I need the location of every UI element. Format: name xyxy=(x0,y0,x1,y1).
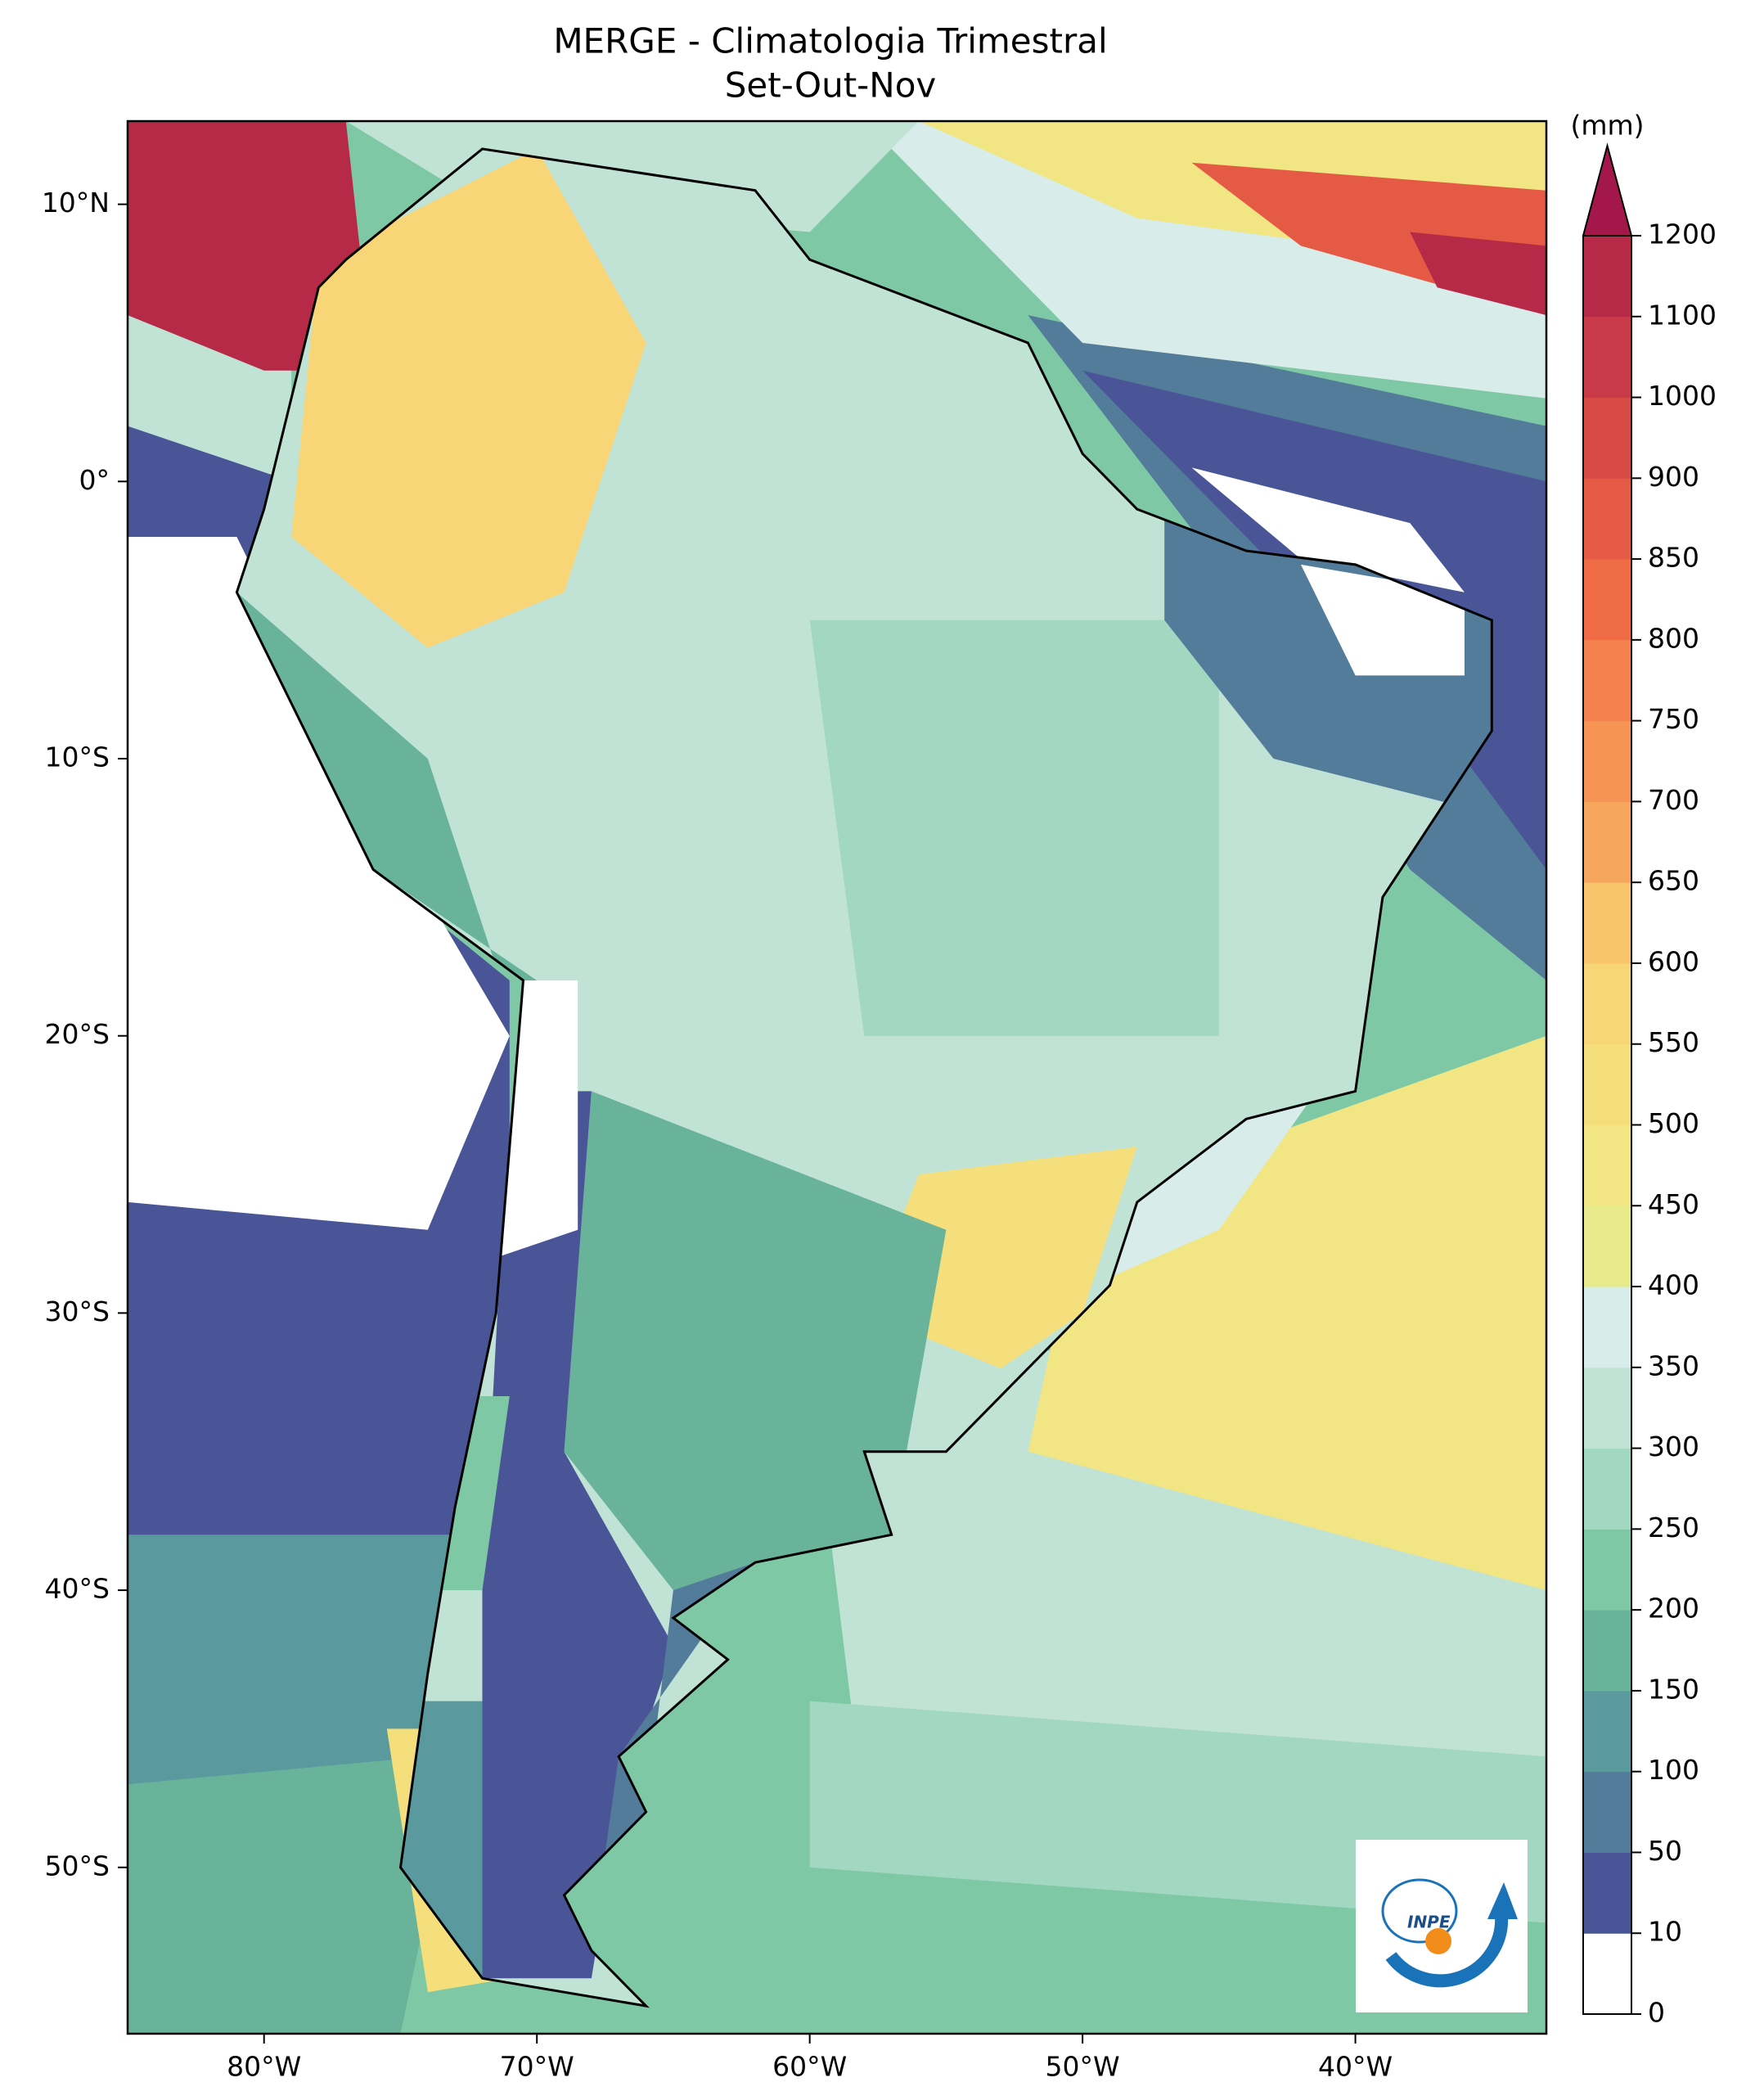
x-tick-label: 80°W xyxy=(227,2051,301,2083)
colorbar-tick-label: 100 xyxy=(1648,1754,1699,1786)
colorbar-tick-label: 500 xyxy=(1648,1107,1699,1139)
ocean-region xyxy=(128,1479,483,1785)
colorbar-tick-label: 250 xyxy=(1648,1512,1699,1543)
colorbar-tick-label: 1200 xyxy=(1648,219,1717,250)
y-tick-label: 0° xyxy=(79,464,110,496)
colorbar-tick-label: 650 xyxy=(1648,865,1699,897)
colorbar-segment xyxy=(1583,1529,1631,1611)
colorbar-segment xyxy=(1583,478,1631,560)
land-region xyxy=(236,592,538,1092)
colorbar-tick-label: 600 xyxy=(1648,945,1699,977)
logo-text: INPE xyxy=(1407,1913,1451,1932)
colorbar-tick-label: 0 xyxy=(1648,1997,1665,2029)
colorbar-segment xyxy=(1583,1610,1631,1692)
colorbar-tick-label: 1100 xyxy=(1648,299,1717,331)
ocean-region xyxy=(1191,467,1465,593)
logo-orbit xyxy=(1381,1878,1458,1944)
colorbar-tick-label: 550 xyxy=(1648,1026,1699,1058)
colorbar-extension xyxy=(1582,142,1633,237)
ocean-region xyxy=(1082,370,1546,870)
y-tick-label: 50°S xyxy=(45,1850,110,1881)
colorbar-segment xyxy=(1583,1367,1631,1449)
colorbar-segment xyxy=(1583,1205,1631,1287)
logo: INPE xyxy=(1356,1840,1528,2012)
land-region xyxy=(291,148,646,648)
x-tick-label: 60°W xyxy=(772,2051,847,2083)
y-tick-label: 30°S xyxy=(45,1296,110,1327)
x-tick-label: 50°W xyxy=(1046,2051,1120,2083)
logo-arrow xyxy=(1487,1882,1518,1919)
land-region xyxy=(564,1091,947,1591)
colorbar-tick-label: 900 xyxy=(1648,461,1699,493)
colorbar-tick-label: 800 xyxy=(1648,622,1699,654)
colorbar-tick-label: 850 xyxy=(1648,542,1699,574)
colorbar-segment xyxy=(1583,1287,1631,1368)
colorbar-segment xyxy=(1583,1448,1631,1530)
colorbar-segment xyxy=(1583,1124,1631,1206)
colorbar-segment xyxy=(1583,559,1631,641)
colorbar-segment xyxy=(1583,1852,1631,1934)
colorbar-segment xyxy=(1583,1933,1631,2015)
colorbar-segment xyxy=(1583,1690,1631,1773)
colorbar-tick-label: 150 xyxy=(1648,1673,1699,1705)
y-tick-label: 10°S xyxy=(45,741,110,773)
colorbar-segment xyxy=(1583,1771,1631,1853)
land-region xyxy=(809,620,1219,1036)
colorbar-segment xyxy=(1583,801,1631,883)
colorbar-segment xyxy=(1583,962,1631,1045)
title: MERGE - Climatologia Trimestral xyxy=(553,21,1107,61)
y-tick-label: 10°N xyxy=(42,187,110,219)
colorbar-tick-label: 750 xyxy=(1648,703,1699,735)
logo-sun xyxy=(1425,1928,1451,1954)
x-tick-label: 40°W xyxy=(1318,2051,1393,2083)
colorbar-segment xyxy=(1583,1043,1631,1125)
colorbar-segment xyxy=(1583,236,1631,318)
colorbar-label: (mm) xyxy=(1570,110,1644,142)
map-frame xyxy=(126,119,1548,2035)
colorbar-segment xyxy=(1583,882,1631,964)
y-tick-label: 40°S xyxy=(45,1573,110,1605)
ocean-region xyxy=(128,537,510,1230)
subtitle: Set-Out-Nov xyxy=(725,65,937,106)
colorbar-tick-label: 350 xyxy=(1648,1350,1699,1381)
x-tick-label: 70°W xyxy=(500,2051,574,2083)
colorbar-tick-label: 1000 xyxy=(1648,380,1717,412)
colorbar-tick-label: 50 xyxy=(1648,1835,1682,1867)
colorbar-tick-label: 300 xyxy=(1648,1431,1699,1462)
ocean-region xyxy=(128,121,374,371)
ocean-region xyxy=(1028,1035,1546,1591)
colorbar-tick-label: 400 xyxy=(1648,1269,1699,1301)
logo-arc xyxy=(1385,1914,1509,1988)
y-tick-label: 20°S xyxy=(45,1018,110,1050)
colorbar-tick-label: 200 xyxy=(1648,1593,1699,1625)
ocean-region xyxy=(1410,232,1546,316)
colorbar-segment xyxy=(1583,316,1631,399)
coastline xyxy=(235,147,1493,2008)
colorbar-segment xyxy=(1583,639,1631,722)
colorbar-segment xyxy=(1583,397,1631,479)
colorbar-tick-label: 700 xyxy=(1648,784,1699,816)
land-region xyxy=(864,1147,1137,1369)
colorbar-tick-label: 10 xyxy=(1648,1916,1682,1948)
colorbar-tick-label: 450 xyxy=(1648,1188,1699,1220)
colorbar-segment xyxy=(1583,720,1631,802)
